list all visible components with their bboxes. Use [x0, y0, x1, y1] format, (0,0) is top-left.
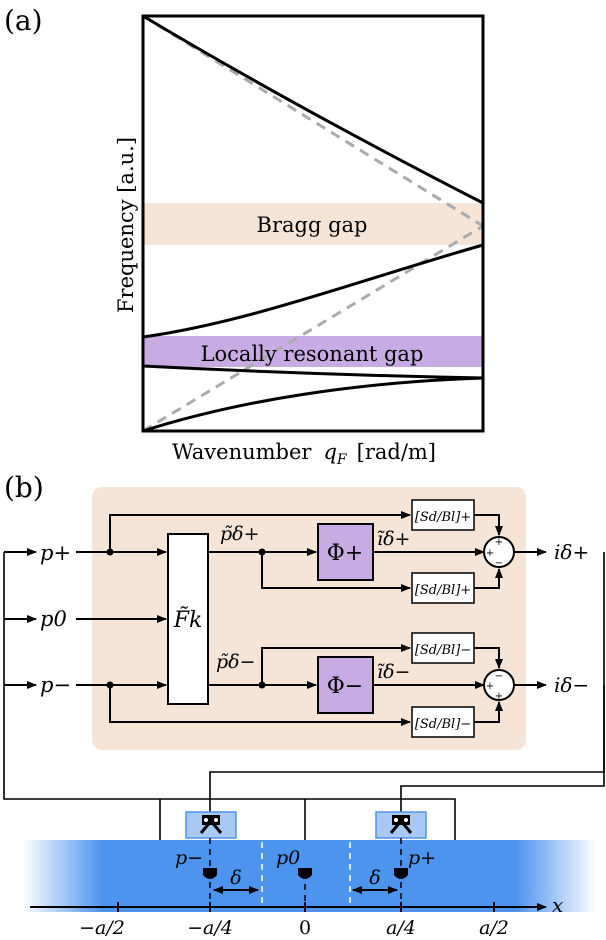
svg-text:−: −	[495, 671, 503, 682]
input-p-minus: p−	[40, 673, 71, 697]
speaker-right-icon	[375, 811, 427, 839]
locally-resonant-gap-band	[143, 336, 483, 367]
tick-neg-quarter: −a/4	[187, 917, 233, 939]
phi-minus-label: Φ−	[327, 674, 363, 699]
p-tilde-minus: p̃δ−	[216, 651, 256, 673]
transfer-block-label: F̃k	[173, 607, 203, 633]
panel-b-label: (b)	[4, 471, 44, 504]
svg-text:−: −	[495, 558, 503, 569]
speaker-left-icon	[185, 811, 237, 839]
sum-junction-minus: − + +	[483, 669, 515, 702]
output-i-plus: iδ+	[554, 540, 589, 564]
dispersion-plot: Bragg gap Locally resonant gap	[141, 14, 485, 433]
mic-label-mid: p0	[276, 847, 300, 869]
mic-mid-icon	[298, 868, 312, 879]
mic-label-left: p−	[175, 847, 203, 869]
delta-left: δ	[230, 867, 241, 889]
input-p-plus: p+	[40, 541, 71, 565]
panel-a-label: (a)	[4, 4, 43, 37]
wire-i-minus	[400, 685, 605, 832]
sum-junction-plus: + + −	[483, 536, 515, 569]
branch-upper	[142, 14, 484, 205]
output-i-minus: iδ−	[554, 673, 589, 697]
svg-text:[Sd/Bl]+: [Sd/Bl]+	[415, 583, 471, 598]
mic-label-right: p+	[408, 847, 436, 869]
plot-frame	[141, 14, 485, 433]
delta-right: δ	[369, 867, 380, 889]
bragg-gap-label: Bragg gap	[257, 213, 368, 237]
i-tilde-plus: ĩδ+	[377, 528, 410, 550]
branch-acoustic	[142, 376, 484, 433]
mic-left-icon	[203, 868, 217, 879]
tick-pos-half: a/2	[479, 917, 509, 939]
dashed-light-line-lower	[142, 224, 484, 433]
x-axis-label: Wavenumber qF [rad/m]	[172, 440, 436, 468]
branch-middle	[142, 243, 484, 339]
x-axis-var: x	[552, 893, 563, 917]
input-p-zero: p0	[40, 607, 67, 631]
phi-plus-label: Φ+	[327, 541, 363, 566]
y-axis-label: Frequency [a.u.]	[114, 137, 138, 313]
mic-right-icon	[394, 868, 408, 879]
svg-text:[Sd/Bl]−: [Sd/Bl]−	[415, 717, 471, 732]
tick-neg-half: −a/2	[79, 917, 125, 939]
i-tilde-minus: ĩδ−	[377, 661, 410, 683]
lr-gap-label: Locally resonant gap	[201, 342, 424, 366]
transfer-block-F	[167, 533, 209, 705]
phi-plus-block	[317, 523, 374, 581]
svg-text:+: +	[486, 548, 494, 559]
svg-text:+: +	[495, 537, 503, 548]
sd-bl-block-4: [Sd/Bl]−	[411, 706, 475, 738]
svg-text:+: +	[486, 681, 494, 692]
svg-text:[Sd/Bl]−: [Sd/Bl]−	[415, 643, 471, 658]
svg-text:[Sd/Bl]+: [Sd/Bl]+	[415, 510, 471, 525]
bragg-gap-band	[143, 203, 483, 245]
sd-bl-block-1: [Sd/Bl]+	[411, 499, 475, 531]
phi-minus-block	[317, 656, 374, 714]
tick-zero: 0	[299, 917, 311, 939]
sd-bl-block-2: [Sd/Bl]+	[411, 572, 475, 604]
p-tilde-plus: p̃δ+	[220, 523, 260, 545]
branch-flat	[142, 364, 484, 380]
svg-text:+: +	[495, 691, 503, 702]
tick-pos-quarter: a/4	[386, 917, 416, 939]
sd-bl-block-3: [Sd/Bl]−	[411, 632, 475, 664]
